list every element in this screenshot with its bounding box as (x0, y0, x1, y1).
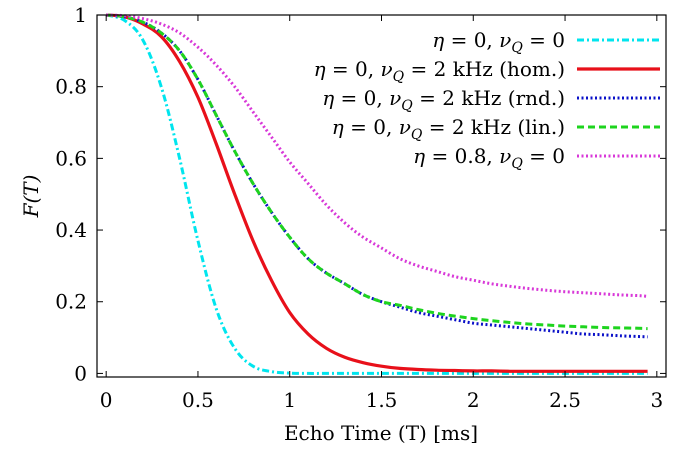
y-tick-label: 1 (74, 3, 87, 27)
y-tick-label: 0.8 (55, 75, 87, 99)
series-line-3 (106, 13, 648, 339)
x-tick-label: 2 (467, 388, 480, 412)
x-tick-label: 0 (100, 388, 113, 412)
x-tick-label: 0.5 (182, 388, 214, 412)
x-tick-label: 1.5 (366, 388, 398, 412)
legend-label-2: η = 0, νQ = 2 kHz (hom.) (314, 57, 565, 85)
y-tick-label: 0.6 (55, 146, 87, 170)
legend: η = 0, νQ = 0η = 0, νQ = 2 kHz (hom.)η =… (314, 28, 660, 172)
y-tick-label: 0.2 (55, 290, 87, 314)
legend-label-3: η = 0, νQ = 2 kHz (rnd.) (322, 86, 565, 114)
x-tick-label: 1 (283, 388, 296, 412)
axis-ticks: 0 0.5 1 1.5 2 2.5 3 0 0.2 0.4 0.6 0.8 1 (55, 3, 666, 412)
x-tick-label: 2.5 (549, 388, 581, 412)
legend-label-1: η = 0, νQ = 0 (432, 28, 565, 56)
x-axis-label: Echo Time (T) [ms] (284, 421, 478, 445)
series-line-5 (106, 13, 648, 298)
x-tick-label: 3 (650, 388, 663, 412)
y-tick-label: 0 (74, 361, 87, 385)
y-axis-label: F(T) (19, 175, 43, 219)
y-tick-label: 0.4 (55, 218, 87, 242)
series-line-4 (106, 13, 648, 331)
legend-label-4: η = 0, νQ = 2 kHz (lin.) (332, 115, 565, 143)
legend-label-5: η = 0.8, νQ = 0 (413, 144, 565, 172)
